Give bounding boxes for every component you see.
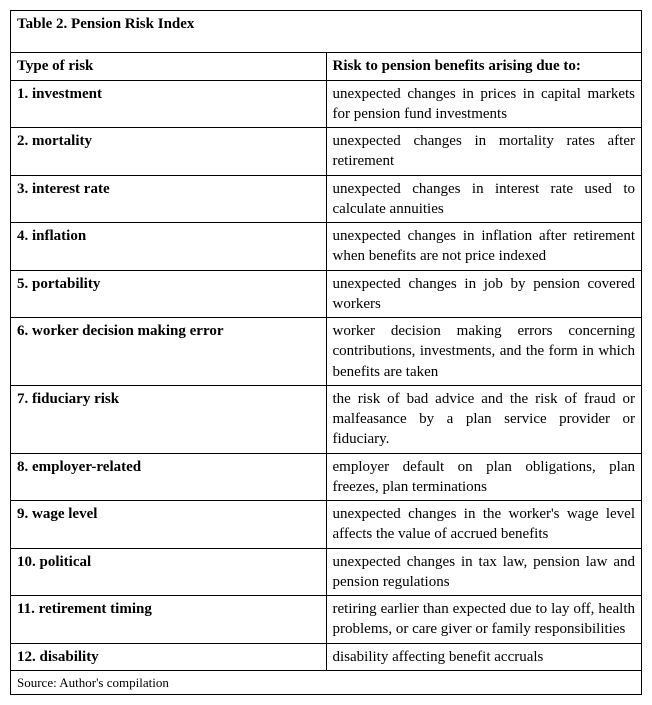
risk-type: 6. worker decision making error (11, 318, 327, 386)
risk-type: 8. employer-related (11, 453, 327, 501)
table-row: 12. disability disability affecting bene… (11, 643, 642, 670)
table-row: 3. interest rate unexpected changes in i… (11, 175, 642, 223)
risk-type: 7. fiduciary risk (11, 385, 327, 453)
table-row: 9. wage level unexpected changes in the … (11, 501, 642, 549)
table-row: 4. inflation unexpected changes in infla… (11, 223, 642, 271)
risk-desc: unexpected changes in interest rate used… (326, 175, 642, 223)
risk-desc: disability affecting benefit accruals (326, 643, 642, 670)
risk-type: 10. political (11, 548, 327, 596)
table-row: 8. employer-related employer default on … (11, 453, 642, 501)
table-row: 2. mortality unexpected changes in morta… (11, 128, 642, 176)
risk-desc: unexpected changes in job by pension cov… (326, 270, 642, 318)
header-desc: Risk to pension benefits arising due to: (326, 53, 642, 80)
header-type: Type of risk (11, 53, 327, 80)
risk-type: 3. interest rate (11, 175, 327, 223)
table-source: Source: Author's compilation (11, 670, 642, 695)
risk-type: 12. disability (11, 643, 327, 670)
risk-desc: unexpected changes in the worker's wage … (326, 501, 642, 549)
risk-desc: unexpected changes in mortality rates af… (326, 128, 642, 176)
risk-type: 2. mortality (11, 128, 327, 176)
table-row: 1. investment unexpected changes in pric… (11, 80, 642, 128)
risk-desc: the risk of bad advice and the risk of f… (326, 385, 642, 453)
risk-desc: employer default on plan obligations, pl… (326, 453, 642, 501)
risk-desc: worker decision making errors concerning… (326, 318, 642, 386)
risk-desc: unexpected changes in inflation after re… (326, 223, 642, 271)
table-title: Table 2. Pension Risk Index (11, 11, 642, 53)
table-row: 6. worker decision making error worker d… (11, 318, 642, 386)
table-row: 5. portability unexpected changes in job… (11, 270, 642, 318)
risk-type: 11. retirement timing (11, 596, 327, 644)
risk-desc: unexpected changes in tax law, pension l… (326, 548, 642, 596)
risk-type: 1. investment (11, 80, 327, 128)
risk-type: 9. wage level (11, 501, 327, 549)
risk-type: 5. portability (11, 270, 327, 318)
table-row: 11. retirement timing retiring earlier t… (11, 596, 642, 644)
risk-type: 4. inflation (11, 223, 327, 271)
table-row: 10. political unexpected changes in tax … (11, 548, 642, 596)
table-row: 7. fiduciary risk the risk of bad advice… (11, 385, 642, 453)
risk-desc: unexpected changes in prices in capital … (326, 80, 642, 128)
risk-desc: retiring earlier than expected due to la… (326, 596, 642, 644)
pension-risk-table: Table 2. Pension Risk Index Type of risk… (10, 10, 642, 695)
